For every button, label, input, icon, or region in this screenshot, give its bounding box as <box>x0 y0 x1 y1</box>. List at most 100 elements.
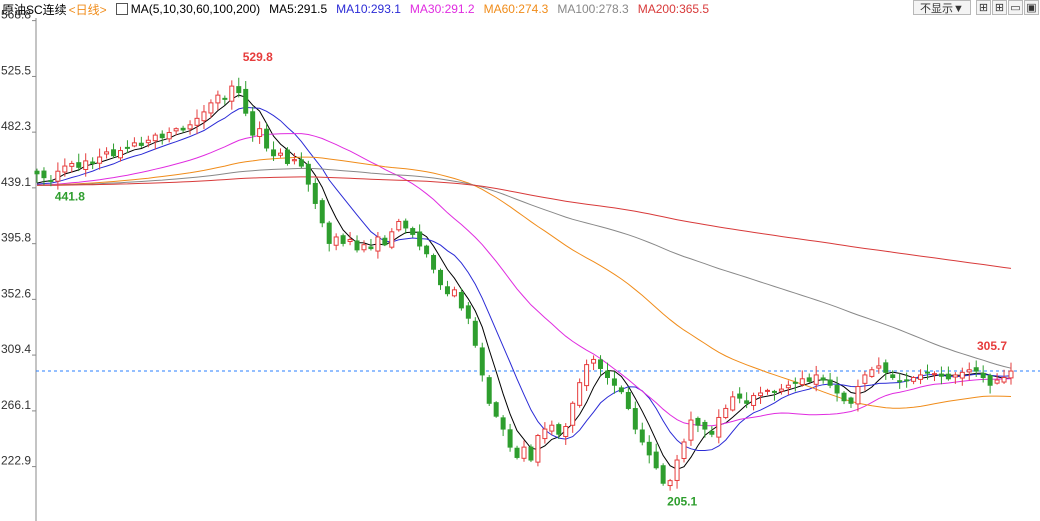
candle <box>980 365 986 383</box>
candle-body <box>48 180 54 183</box>
candle <box>702 419 708 438</box>
candle-body <box>493 402 499 417</box>
candle <box>869 366 875 378</box>
candle-body <box>556 424 562 435</box>
candle <box>653 443 659 470</box>
candle <box>618 385 624 395</box>
candle-body <box>368 246 374 250</box>
candle <box>681 438 687 463</box>
candle-body <box>598 359 604 369</box>
candle-body <box>862 374 868 384</box>
candle-body <box>688 419 694 441</box>
candle <box>945 366 951 381</box>
candle <box>298 152 304 169</box>
candle <box>76 153 82 172</box>
candle-body <box>771 390 777 393</box>
candle-body <box>215 94 221 104</box>
candle <box>521 440 527 462</box>
candle-body <box>417 231 423 247</box>
ma-settings-icon[interactable] <box>115 3 128 15</box>
candle <box>424 244 430 258</box>
candle-body <box>326 222 332 244</box>
candle <box>354 235 360 253</box>
candle <box>876 357 882 374</box>
candle <box>563 423 569 445</box>
candle <box>785 380 791 395</box>
y-tick-label: 568.8 <box>1 8 31 22</box>
candle-body <box>577 382 583 406</box>
candle <box>632 401 638 435</box>
candle-body <box>90 161 96 164</box>
y-tick-label: 266.1 <box>1 398 31 412</box>
candle <box>312 178 318 210</box>
candle-body <box>424 245 430 255</box>
candle-body <box>563 426 569 437</box>
candle <box>709 426 715 438</box>
candle <box>799 370 805 387</box>
candle <box>173 127 179 136</box>
instrument-name[interactable]: 原油SC连续 <box>2 2 67 17</box>
candle <box>758 386 764 404</box>
candle-body <box>639 429 645 443</box>
candle-body <box>465 305 471 319</box>
candle <box>925 364 931 380</box>
minimize-icon[interactable]: ▭ <box>1008 0 1023 15</box>
candle-body <box>271 149 277 157</box>
candle <box>855 379 861 412</box>
candle-body <box>542 428 548 440</box>
candle-body <box>111 149 117 157</box>
candle-body <box>229 85 235 102</box>
period-label[interactable]: <日线> <box>68 2 107 17</box>
ma100-value: MA100:278.3 <box>557 2 629 16</box>
candle-body <box>897 380 903 383</box>
candle-body <box>354 240 360 251</box>
candle <box>834 376 840 402</box>
candle-body <box>97 156 103 164</box>
maximize-icon[interactable]: ▣ <box>1024 0 1039 15</box>
candle <box>959 367 965 386</box>
hide-toggle-button[interactable]: 不显示▼ <box>913 0 971 15</box>
candle <box>792 377 798 392</box>
candle-body <box>848 397 854 404</box>
candle <box>591 355 597 371</box>
candle <box>973 360 979 377</box>
candle-body <box>737 393 743 399</box>
candle-body <box>925 371 931 374</box>
candle-body <box>444 286 450 295</box>
candle-body <box>758 392 764 397</box>
candle-body <box>931 373 937 376</box>
grid-icon[interactable]: ⊞ <box>992 0 1007 15</box>
candle <box>688 411 694 446</box>
candle-body <box>62 165 68 173</box>
ma200-line <box>37 176 1012 269</box>
candle <box>389 228 395 250</box>
candle <box>236 77 242 98</box>
candle-body <box>138 142 144 146</box>
candle <box>90 157 96 170</box>
candle <box>611 371 617 394</box>
grid-icon[interactable]: ⊞ <box>976 0 991 15</box>
candle-body <box>660 465 666 484</box>
candle-body <box>834 385 840 394</box>
candle-body <box>403 220 409 229</box>
candle-body <box>486 377 492 404</box>
last-305-label: 305.7 <box>977 339 1007 353</box>
candle-body <box>458 292 464 309</box>
candle <box>138 136 144 148</box>
ma-settings-label[interactable]: MA(5,10,30,60,100,200) <box>130 2 261 16</box>
candle <box>117 146 123 162</box>
candle-body <box>284 149 290 164</box>
candle <box>744 392 750 409</box>
candle <box>326 220 332 252</box>
candle-body <box>375 236 381 252</box>
candle-body <box>389 231 395 248</box>
candle <box>97 148 103 170</box>
candle-body <box>438 269 444 286</box>
candle-body <box>938 373 944 377</box>
candle <box>841 391 847 405</box>
candle <box>347 231 353 246</box>
candle <box>500 415 506 437</box>
candle-body <box>952 374 958 378</box>
candle-body <box>765 389 770 392</box>
